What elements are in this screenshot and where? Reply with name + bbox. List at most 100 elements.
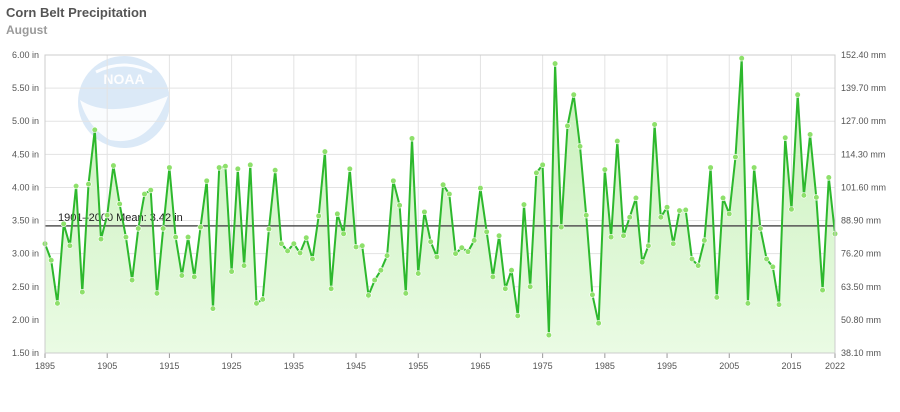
data-point[interactable] — [775, 301, 783, 308]
data-point[interactable] — [527, 283, 534, 290]
data-point[interactable] — [122, 234, 129, 241]
data-point[interactable] — [682, 206, 689, 214]
data-point[interactable] — [483, 228, 490, 235]
data-point[interactable] — [384, 252, 391, 259]
data-point[interactable] — [788, 206, 795, 213]
data-point[interactable] — [570, 91, 577, 98]
data-point[interactable] — [408, 135, 416, 142]
data-point[interactable] — [222, 163, 229, 170]
data-point[interactable] — [197, 224, 204, 231]
data-point[interactable] — [440, 181, 447, 188]
data-point[interactable] — [688, 255, 696, 263]
data-point[interactable] — [763, 255, 770, 263]
data-point[interactable] — [670, 240, 677, 247]
data-point[interactable] — [520, 201, 528, 208]
data-point[interactable] — [446, 190, 453, 198]
data-point[interactable] — [66, 242, 73, 249]
data-point[interactable] — [340, 230, 347, 237]
data-point[interactable] — [203, 177, 210, 184]
data-point[interactable] — [265, 226, 273, 233]
data-point[interactable] — [533, 169, 540, 176]
data-point[interactable] — [551, 60, 559, 67]
data-point[interactable] — [48, 257, 55, 264]
data-point[interactable] — [663, 204, 671, 211]
data-point[interactable] — [620, 232, 627, 239]
data-point[interactable] — [259, 296, 266, 303]
data-point[interactable] — [328, 285, 335, 292]
data-point[interactable] — [110, 162, 117, 169]
data-point[interactable] — [514, 312, 521, 320]
data-point[interactable] — [819, 286, 826, 294]
data-point[interactable] — [744, 300, 752, 307]
data-point[interactable] — [79, 288, 86, 296]
data-point[interactable] — [601, 166, 608, 173]
data-point[interactable] — [726, 210, 733, 218]
data-point[interactable] — [253, 300, 260, 307]
data-point[interactable] — [54, 300, 61, 307]
data-point[interactable] — [564, 122, 571, 129]
data-point[interactable] — [135, 225, 142, 232]
data-point[interactable] — [769, 263, 776, 271]
data-point[interactable] — [539, 161, 546, 169]
data-point[interactable] — [751, 164, 758, 171]
data-point[interactable] — [782, 134, 789, 141]
data-point[interactable] — [825, 174, 832, 181]
data-point[interactable] — [713, 294, 720, 301]
data-point[interactable] — [184, 234, 192, 241]
data-point[interactable] — [458, 244, 465, 251]
data-point[interactable] — [645, 242, 652, 249]
data-point[interactable] — [346, 165, 353, 173]
data-point[interactable] — [495, 232, 503, 239]
data-point[interactable] — [738, 55, 745, 62]
data-point[interactable] — [153, 290, 161, 297]
data-point[interactable] — [707, 164, 714, 171]
data-point[interactable] — [303, 234, 310, 241]
data-point[interactable] — [757, 225, 764, 232]
data-point[interactable] — [128, 277, 136, 284]
data-point[interactable] — [216, 164, 223, 171]
data-point[interactable] — [234, 165, 241, 173]
data-point[interactable] — [695, 262, 702, 269]
data-point[interactable] — [576, 143, 584, 150]
data-point[interactable] — [365, 292, 372, 299]
data-point[interactable] — [607, 234, 615, 241]
data-point[interactable] — [359, 242, 366, 249]
data-point[interactable] — [427, 238, 434, 245]
data-point[interactable] — [290, 240, 297, 247]
data-point[interactable] — [309, 255, 316, 263]
data-point[interactable] — [284, 247, 291, 255]
data-point[interactable] — [732, 153, 739, 161]
data-point[interactable] — [452, 250, 459, 257]
data-point[interactable] — [402, 290, 409, 297]
data-point[interactable] — [240, 262, 248, 269]
data-point[interactable] — [614, 137, 621, 145]
data-point[interactable] — [719, 194, 727, 202]
data-point[interactable] — [390, 177, 397, 184]
data-point[interactable] — [278, 240, 285, 247]
data-point[interactable] — [595, 320, 602, 327]
data-point[interactable] — [228, 268, 235, 275]
data-point[interactable] — [116, 200, 123, 208]
data-point[interactable] — [315, 212, 322, 220]
data-point[interactable] — [502, 285, 509, 292]
data-point[interactable] — [676, 207, 683, 214]
data-point[interactable] — [147, 186, 154, 194]
data-point[interactable] — [626, 214, 633, 221]
data-point[interactable] — [73, 183, 80, 190]
data-point[interactable] — [508, 267, 515, 274]
data-point[interactable] — [471, 237, 478, 244]
data-point[interactable] — [639, 259, 646, 266]
data-point[interactable] — [371, 277, 378, 284]
data-point[interactable] — [191, 273, 198, 280]
data-point[interactable] — [800, 192, 807, 199]
data-point[interactable] — [651, 121, 658, 128]
data-point[interactable] — [558, 224, 565, 231]
data-point[interactable] — [701, 237, 708, 244]
data-point[interactable] — [178, 272, 185, 279]
data-point[interactable] — [583, 212, 590, 219]
data-point[interactable] — [545, 332, 552, 339]
data-point[interactable] — [247, 161, 254, 169]
data-point[interactable] — [334, 210, 341, 218]
data-point[interactable] — [807, 131, 814, 138]
data-point[interactable] — [396, 202, 403, 209]
